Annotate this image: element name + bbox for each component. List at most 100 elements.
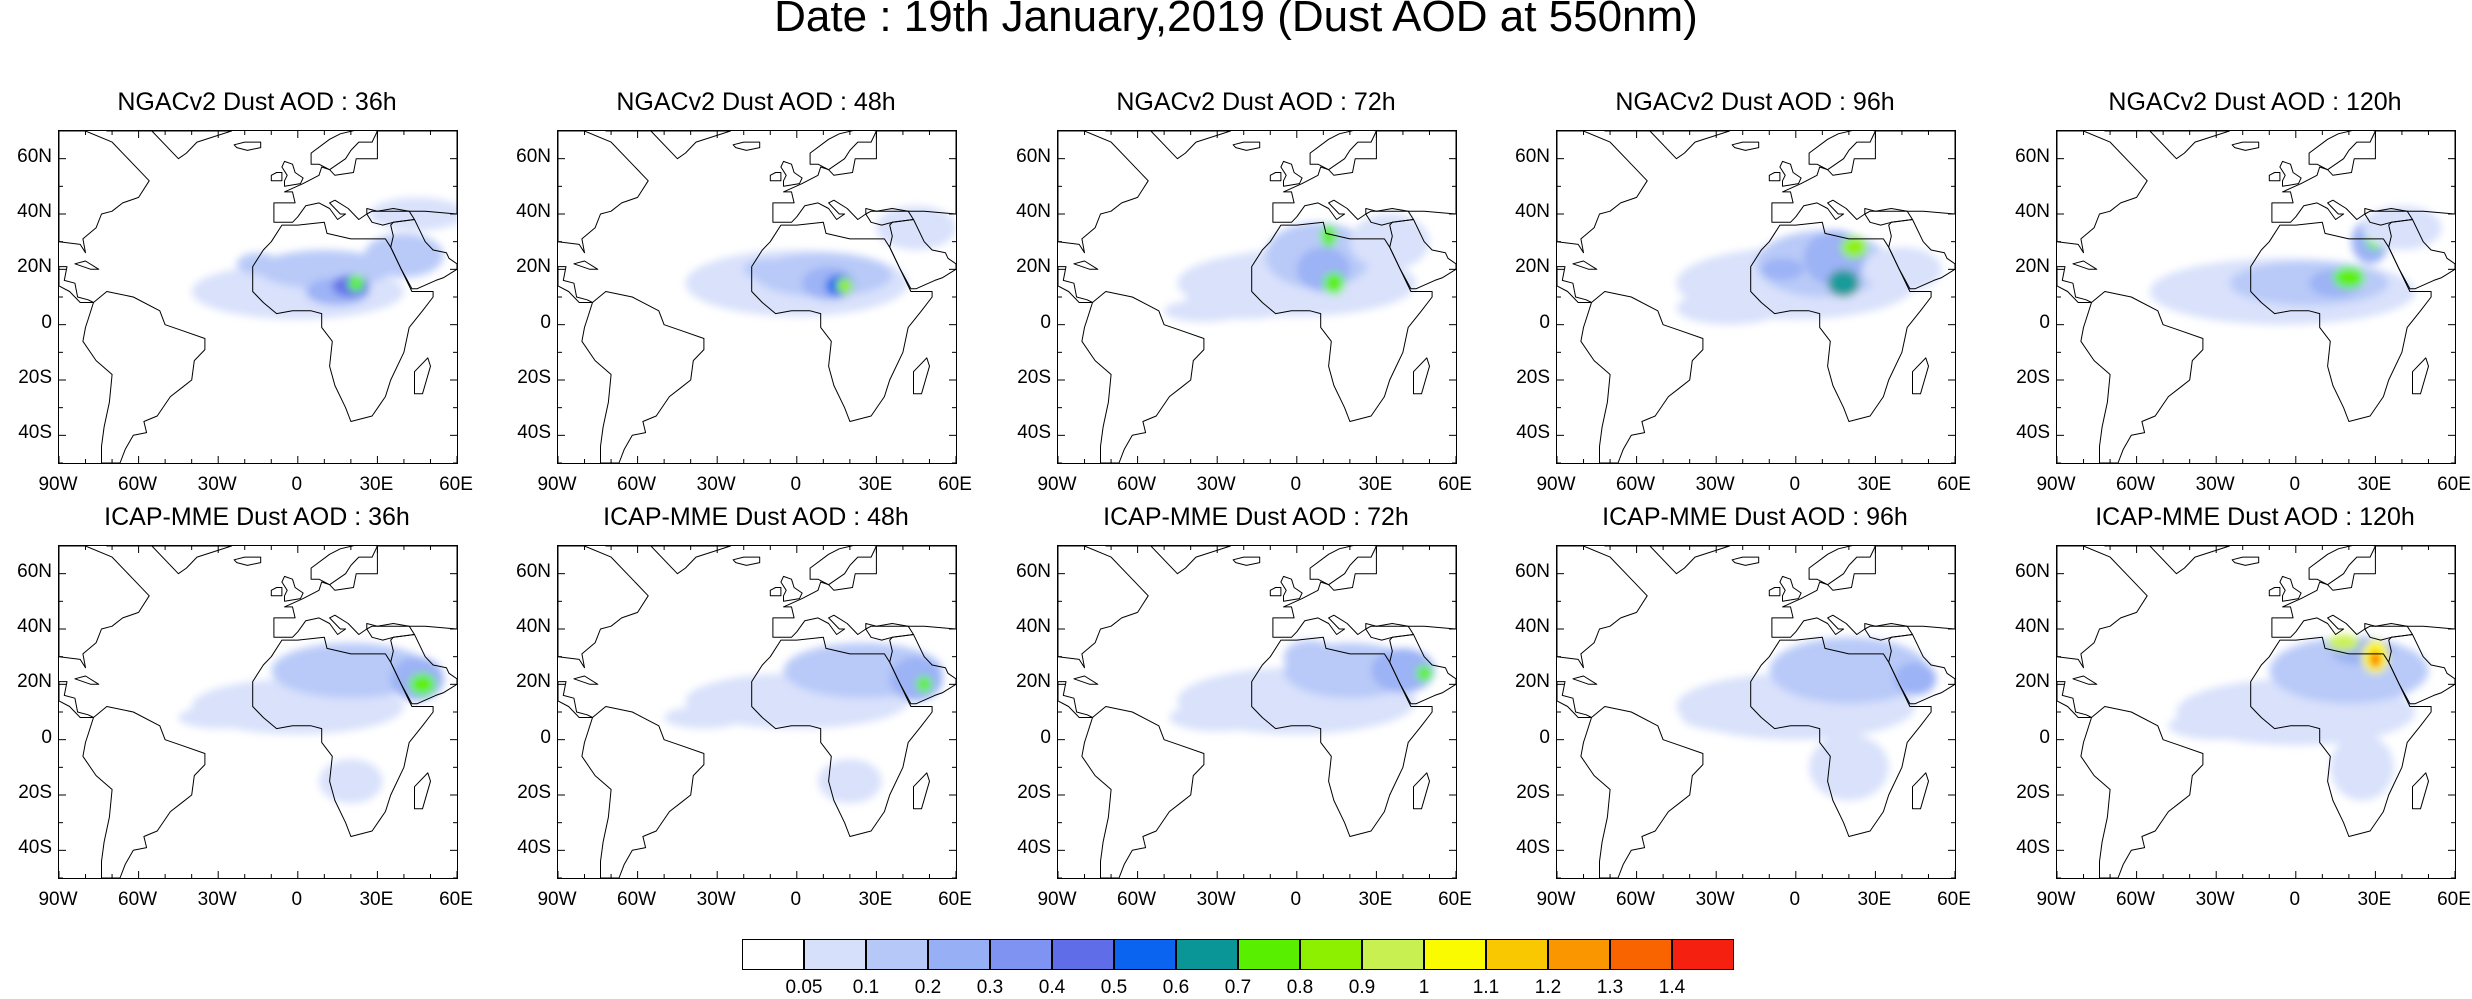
lat-tick-label: 60N [2015,145,2050,167]
dust-field [1676,230,1942,325]
dust-contour [876,205,956,250]
lat-tick-label: 60N [17,560,52,582]
colorbar-label: 0.2 [914,977,942,998]
lon-tick-label: 60W [2116,889,2156,910]
lon-tick-label: 30W [2195,889,2235,910]
colorbar-swatch [1300,939,1362,970]
dust-contour [2168,712,2264,740]
panel-title: ICAP-MME Dust AOD : 36h [104,503,410,531]
lon-tick-label: 30E [1857,474,1892,495]
lon-tick-label: 90W [2036,474,2076,495]
coastline [2057,546,2455,878]
colorbar-label: 0.1 [852,977,880,998]
lat-tick-label: 40S [18,422,52,444]
lat-tick-label: 40N [17,616,52,637]
lat-tick-label: 60N [1515,145,1550,167]
lat-tick-label: 0 [2039,311,2050,333]
dust-aod-map [58,130,458,464]
lat-tick-label: 60N [516,145,551,167]
lon-tick-label: 0 [1789,474,1801,495]
lat-tick-label: 40N [516,201,551,222]
dust-field [1164,214,1430,322]
dust-contour [1323,272,1345,295]
lon-tick-label: 30E [359,889,394,910]
colorbar-swatch [1672,939,1734,970]
coastline [1557,546,1955,878]
dust-aod-map [1057,130,1457,464]
lat-tick-label: 60N [2015,560,2050,582]
dust-field [1169,640,1435,735]
lon-tick-label: 30W [1695,889,1735,910]
lat-tick-label: 60N [1515,560,1550,582]
panel-title: NGACv2 Dust AOD : 96h [1615,88,1895,116]
lat-tick-label: 40S [1516,422,1550,444]
lon-tick-label: 60E [1937,474,1971,495]
dust-contour [1827,269,1860,297]
dust-field [2168,634,2429,801]
dust-contour [1349,214,1430,270]
lat-tick-label: 20S [517,782,551,803]
coastline [558,546,956,878]
dust-aod-map [1556,130,1956,464]
dust-aod-map [2056,545,2456,879]
coastline [558,131,956,463]
lon-tick-label: 60W [1117,474,1157,495]
lon-tick-label: 90W [1037,889,1077,910]
panel-title: ICAP-MME Dust AOD : 48h [603,503,909,531]
lon-tick-label: 0 [291,889,303,910]
lon-tick-label: 60E [2437,889,2471,910]
dust-contour [2327,634,2360,652]
lon-tick-label: 60E [938,889,972,910]
colorbar-swatch [804,939,866,970]
lon-tick-label: 60W [2116,474,2156,495]
dust-contour [916,676,933,693]
dust-field [191,197,457,320]
dust-aod-map [1556,545,1956,879]
dust-contour [818,759,882,804]
map-canvas [2057,131,2455,463]
lat-tick-label: 40N [1515,201,1550,222]
lat-tick-label: 40N [1016,201,1051,222]
lat-tick-label: 20S [1516,367,1550,388]
dust-contour [1840,236,1868,259]
lat-tick-label: 20S [1516,782,1550,803]
lon-tick-label: 30W [197,889,237,910]
lon-tick-label: 30W [1196,474,1236,495]
lon-tick-label: 60W [617,889,657,910]
lon-tick-label: 30W [197,474,237,495]
map-canvas [1557,546,1955,878]
dust-field [178,642,444,804]
lat-tick-label: 20S [18,367,52,388]
lat-tick-label: 40S [18,837,52,859]
lat-tick-label: 20N [1515,671,1550,693]
dust-contour [664,706,744,729]
lon-tick-label: 60W [1616,474,1656,495]
coastline [59,131,457,463]
colorbar-swatch [928,939,990,970]
map-canvas [59,546,457,878]
lon-tick-label: 30E [1358,889,1393,910]
lat-tick-label: 60N [516,560,551,582]
lat-tick-label: 0 [1040,726,1051,748]
colorbar-label: 0.5 [1100,977,1128,998]
lon-tick-label: 0 [1789,889,1801,910]
lat-tick-label: 40S [2016,837,2050,859]
lat-tick-label: 40N [2015,616,2050,637]
dust-contour [409,673,436,696]
colorbar-swatch [1362,939,1424,970]
lat-tick-label: 20N [1016,671,1051,693]
dust-contour [1320,225,1337,248]
lat-tick-label: 40N [2015,201,2050,222]
lat-tick-label: 20N [2015,671,2050,693]
lat-tick-label: 60N [1016,145,1051,167]
lat-tick-label: 20N [1016,256,1051,278]
dust-contour [1894,662,1937,696]
lat-tick-label: 20N [516,671,551,693]
lon-tick-label: 90W [1536,474,1576,495]
lon-tick-label: 30W [1196,889,1236,910]
lon-tick-label: 60E [1937,889,1971,910]
dust-contour [1676,291,1783,325]
lat-tick-label: 0 [540,311,551,333]
lat-tick-label: 40N [1016,616,1051,637]
coastline [59,546,457,878]
